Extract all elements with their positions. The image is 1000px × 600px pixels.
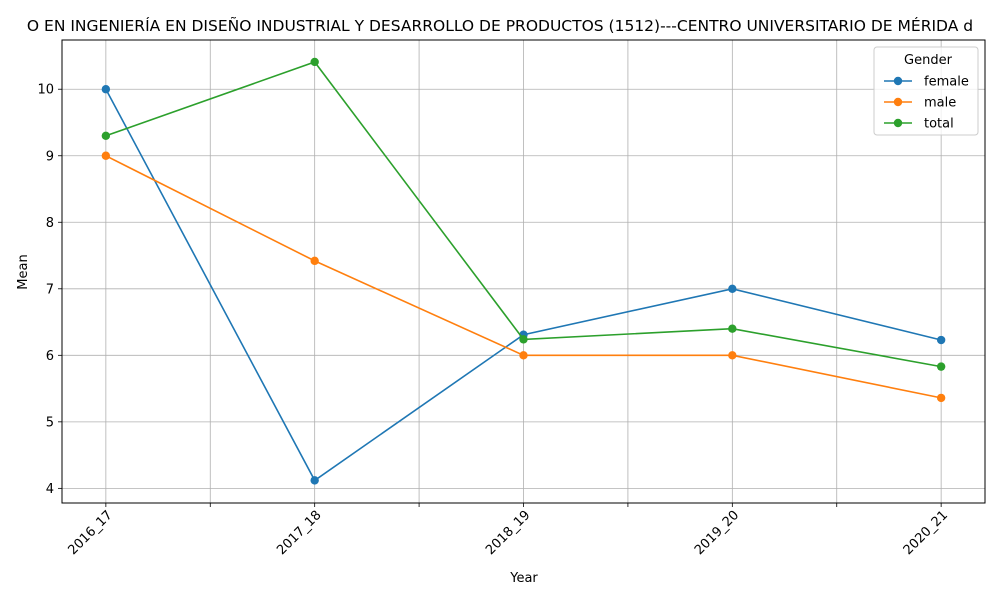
legend-label-male: male [924,96,956,111]
data-point-male [936,393,946,403]
data-point-total [936,362,946,371]
legend-marker-female [893,76,903,86]
chart-title: O EN INGENIERÍA EN DISEÑO INDUSTRIAL Y D… [27,16,973,35]
y-tick-label: 9 [46,149,54,164]
y-tick-label: 10 [37,83,54,98]
data-point-female [936,335,946,345]
legend-label-female: female [924,75,969,90]
data-point-female [101,85,111,94]
data-point-male [728,351,737,360]
data-point-total [101,131,111,140]
legend-label-total: total [924,117,954,132]
y-tick-label: 4 [46,482,54,497]
y-axis-label: Mean [16,254,31,289]
legend-title: Gender [904,53,953,68]
series-layer [101,57,946,485]
x-axis-label: Year [509,571,538,586]
y-tick-label: 6 [46,349,54,364]
data-point-total [519,335,528,344]
legend-box [873,46,979,136]
y-tick-label: 5 [46,415,54,430]
data-point-female [728,284,737,293]
y-tick-label: 7 [46,282,54,297]
data-point-male [519,351,528,360]
data-point-female [310,476,319,485]
legend-marker-male [893,97,903,107]
legend: Gender female male total [873,46,979,136]
legend-marker-total [893,118,903,128]
data-point-total [728,324,737,333]
y-axis: 4 5 6 7 8 9 10 [37,83,62,497]
data-point-male [310,256,319,266]
data-point-total [310,57,319,67]
data-point-male [101,151,111,160]
grid [62,40,985,503]
y-tick-label: 8 [46,216,54,231]
